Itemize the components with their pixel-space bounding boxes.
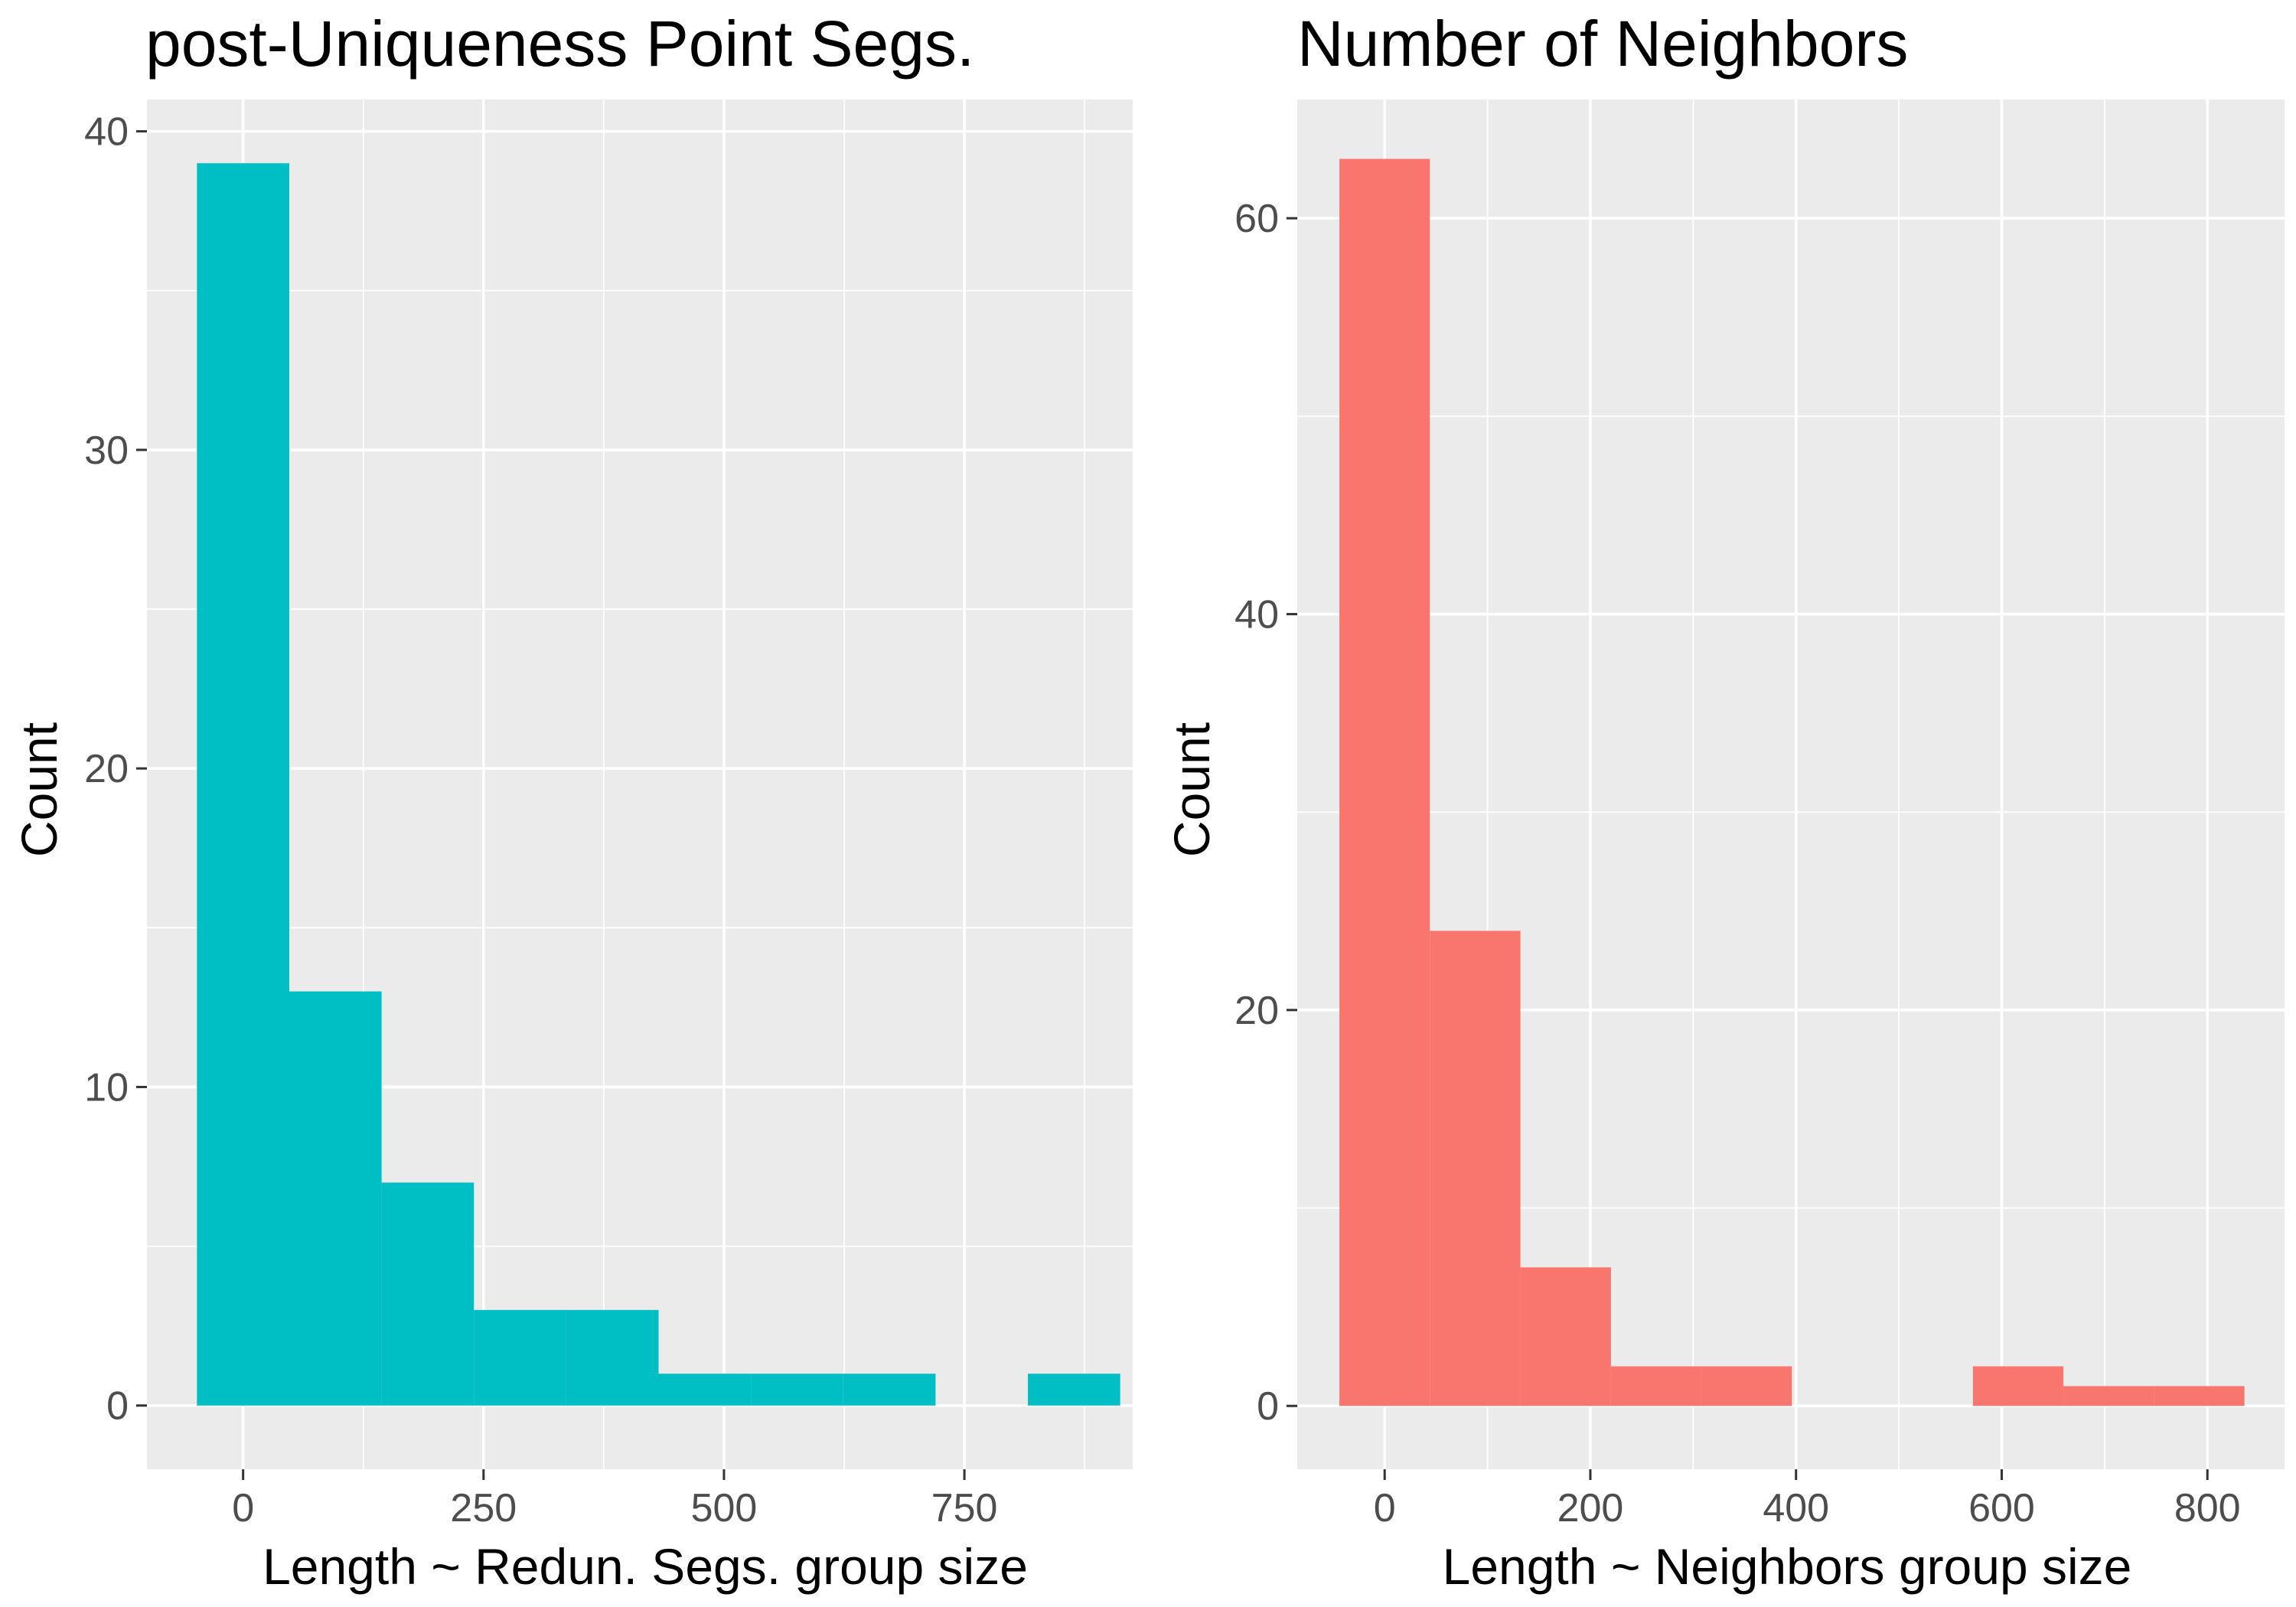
right-histogram-bar-2: [1520, 1267, 1611, 1407]
right-histogram-bar-7: [1972, 1366, 2064, 1407]
right-histogram-bar-3: [1610, 1366, 1702, 1407]
right-histogram-bar-0: [1339, 158, 1430, 1407]
right-y-tick-label: 60: [1234, 197, 1279, 241]
left-histogram-panel: post-Uniqueness Point Segs. Length ~ Red…: [11, 8, 1133, 1595]
left-y-tick-label: 30: [84, 429, 129, 473]
right-y-tick-label: 20: [1234, 989, 1279, 1033]
right-y-axis-title: Count: [1163, 722, 1220, 857]
right-y-tick-label: 0: [1257, 1384, 1279, 1429]
left-y-tick-label: 20: [84, 747, 129, 791]
left-histogram-bar-2: [381, 1182, 475, 1406]
left-x-tick-label: 500: [691, 1486, 758, 1530]
right-x-tick-label: 400: [1763, 1486, 1829, 1530]
left-y-tick-label: 10: [84, 1065, 129, 1110]
right-histogram-bar-8: [2063, 1386, 2154, 1407]
left-histogram-bar-5: [658, 1374, 752, 1406]
left-histogram-bar-1: [289, 991, 382, 1406]
left-x-tick-label: 0: [232, 1486, 254, 1530]
right-x-tick-label: 0: [1374, 1486, 1396, 1530]
right-x-tick-label: 600: [1968, 1486, 2035, 1530]
left-y-tick-label: 0: [106, 1384, 129, 1429]
left-histogram-bar-9: [1028, 1374, 1120, 1406]
right-chart-title: Number of Neighbors: [1297, 8, 1908, 80]
left-y-tick-label: 40: [84, 110, 129, 155]
left-chart-title: post-Uniqueness Point Segs.: [145, 8, 974, 80]
left-histogram-bar-3: [474, 1309, 566, 1406]
right-x-tick-label: 800: [2174, 1486, 2241, 1530]
right-histogram-bar-9: [2154, 1386, 2245, 1407]
right-histogram-panel: Number of Neighbors Length ~ Neighbors g…: [1163, 8, 2285, 1595]
right-y-tick-label: 40: [1234, 593, 1279, 637]
left-x-tick-label: 250: [450, 1486, 517, 1530]
right-x-axis-title: Length ~ Neighbors group size: [1443, 1538, 2132, 1595]
left-histogram-bar-4: [566, 1309, 659, 1406]
left-x-tick-label: 750: [931, 1486, 998, 1530]
left-x-axis-title: Length ~ Redun. Segs. group size: [263, 1538, 1028, 1595]
right-x-tick-label: 200: [1557, 1486, 1624, 1530]
left-histogram-bar-6: [751, 1374, 843, 1406]
left-y-axis-title: Count: [11, 722, 67, 857]
left-histogram-bar-0: [197, 163, 289, 1406]
right-histogram-bar-1: [1430, 931, 1521, 1407]
left-histogram-bar-7: [843, 1374, 936, 1406]
right-histogram-bar-4: [1701, 1366, 1792, 1407]
